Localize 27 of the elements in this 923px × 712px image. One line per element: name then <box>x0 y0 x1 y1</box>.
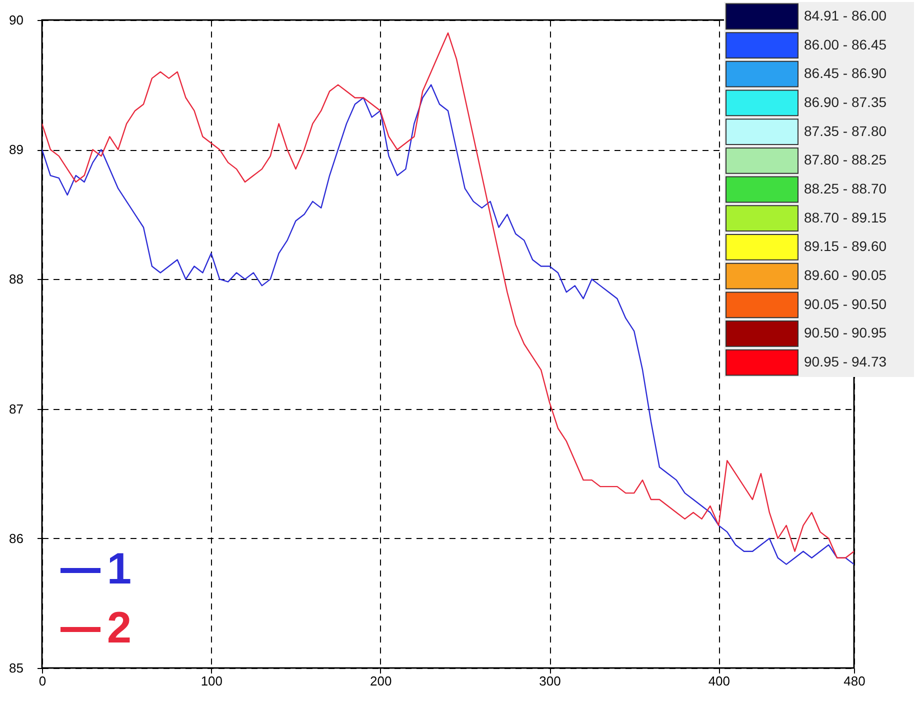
x-tick-label: 0 <box>38 674 46 688</box>
x-tick-label: 300 <box>539 674 561 688</box>
y-tick-label: 87 <box>9 401 24 416</box>
category-label: 86.00 - 86.45 <box>804 36 887 52</box>
category-label: 89.15 - 89.60 <box>804 238 887 254</box>
category-label: 86.45 - 86.90 <box>804 65 887 82</box>
category-label: 87.80 - 88.25 <box>804 152 887 168</box>
y-tick-label: 86 <box>9 530 24 546</box>
x-tick-label: 400 <box>708 674 730 688</box>
legend-label: 1 <box>107 544 132 594</box>
x-tick-label: 200 <box>370 674 392 688</box>
category-label: 88.25 - 88.70 <box>804 180 887 196</box>
legend-label: 2 <box>107 604 132 652</box>
y-tick-label: 88 <box>9 272 24 287</box>
category-label: 86.90 - 87.35 <box>804 94 887 110</box>
category-label: 90.95 - 94.73 <box>804 354 887 370</box>
category-label: 90.05 - 90.50 <box>804 296 887 312</box>
category-label: 84.91 - 86.00 <box>804 7 887 24</box>
y-tick-label: 89 <box>9 142 24 158</box>
category-label: 90.50 - 90.95 <box>804 324 887 341</box>
y-tick-label: 85 <box>9 660 24 676</box>
y-tick-label: 90 <box>9 12 24 28</box>
category-label: 89.60 - 90.05 <box>804 267 887 284</box>
x-tick-label: 480 <box>844 674 866 688</box>
category-label: 87.35 - 87.80 <box>804 122 887 139</box>
category-label: 88.70 - 89.15 <box>804 209 887 226</box>
x-tick-label: 100 <box>200 674 223 688</box>
